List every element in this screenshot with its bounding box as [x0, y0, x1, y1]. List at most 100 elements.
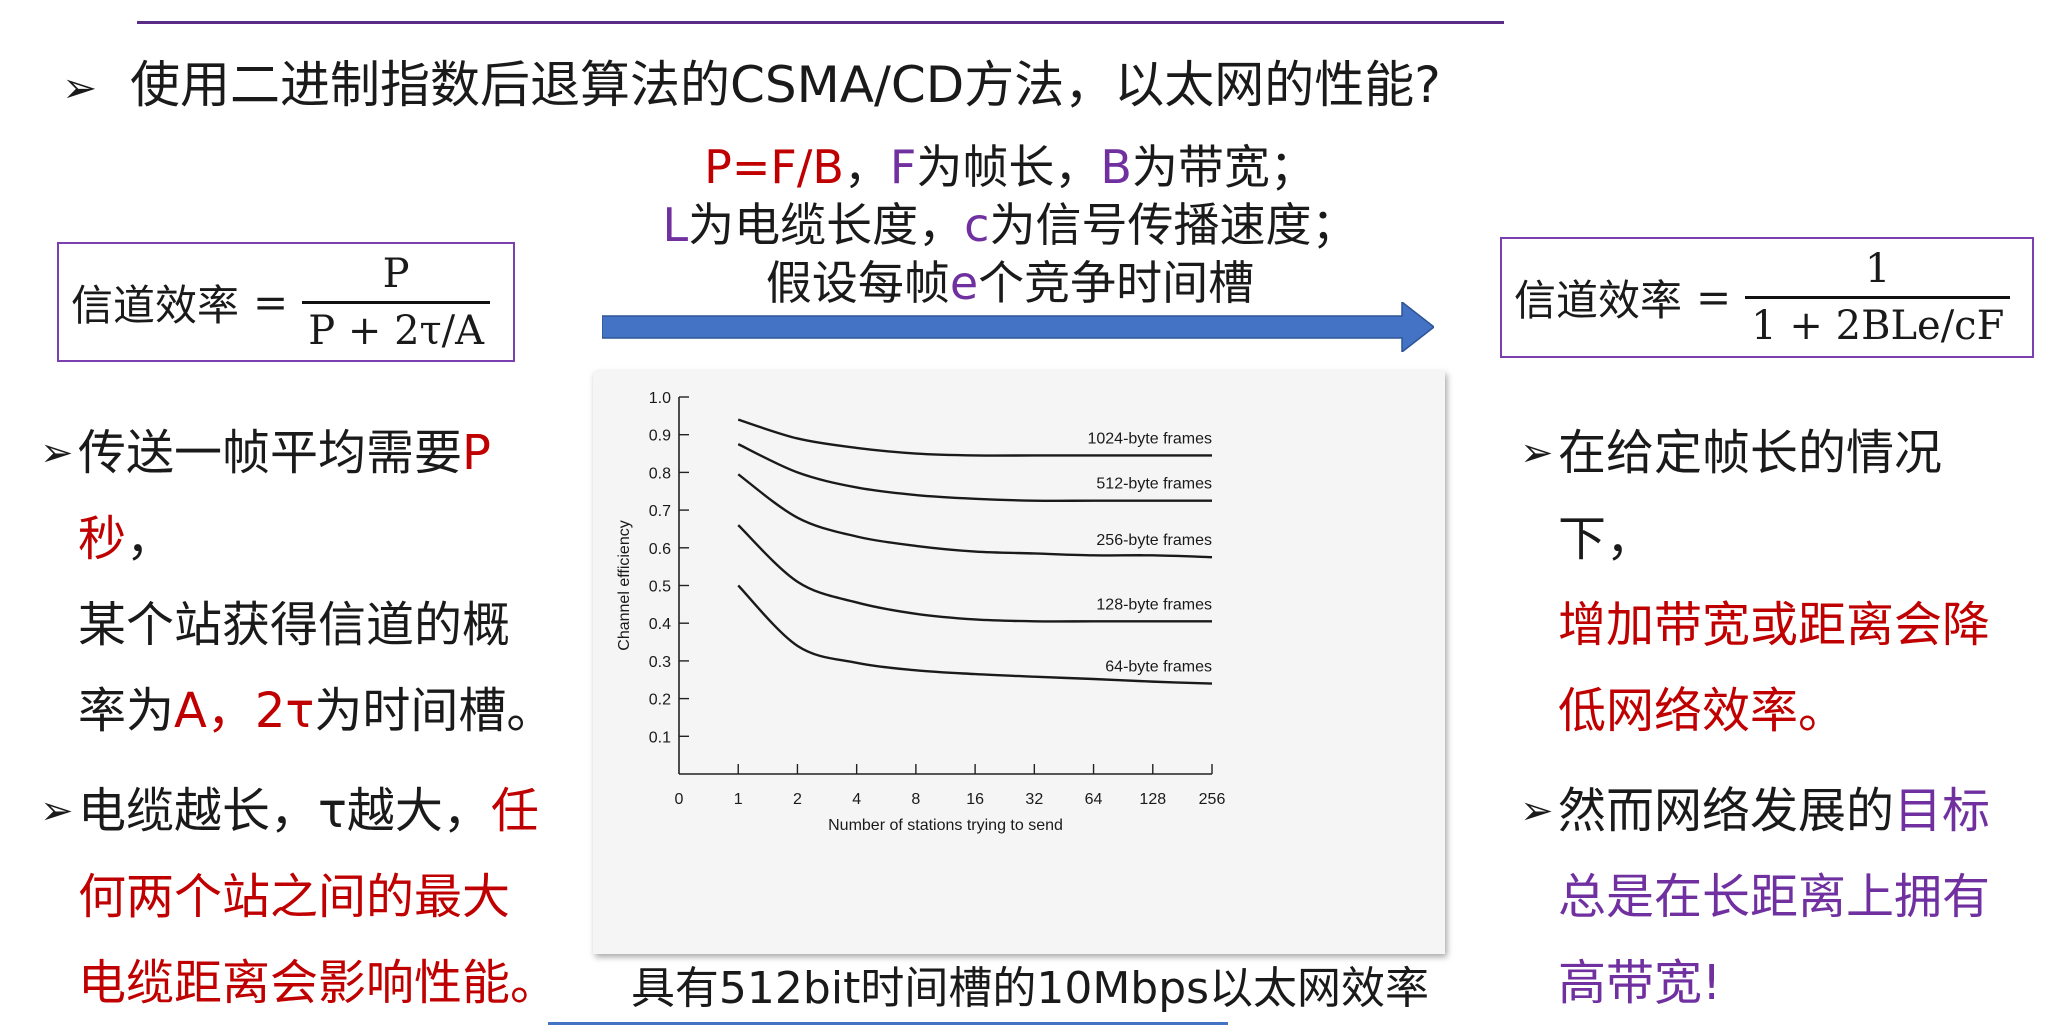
series-line-0	[737, 418, 1212, 457]
x-tick-label: 128	[1139, 791, 1166, 808]
series-label-1: 512-byte frames	[1096, 476, 1212, 493]
text-segment: ，	[206, 683, 255, 739]
x-tick-label: 256	[1199, 791, 1226, 808]
bullet-line: 高带宽!	[1558, 940, 2020, 1026]
title-text: 使用二进制指数后退算法的CSMA/CD方法，以太网的性能?	[130, 56, 1441, 114]
formula-left-equals: =	[253, 277, 289, 327]
text-segment: 电缆距离会影响性能。	[78, 955, 559, 1011]
text-segment: 总是在长距离上拥有	[1558, 869, 1991, 925]
formula-left-denominator: P + 2τ/A	[308, 307, 485, 354]
bottom-accent-line	[548, 1022, 1228, 1025]
x-axis-label: Number of stations trying to send	[828, 817, 1063, 834]
x-tick-label: 32	[1025, 791, 1043, 808]
right-arrow-icon	[602, 302, 1434, 352]
series-label-4: 64-byte frames	[1105, 659, 1212, 676]
right-bullet-list: ➢ 在给定帧长的情况下， 增加带宽或距离会降 低网络效率。 ➢ 然而网络发展的目标 总是在长…	[1520, 410, 2020, 1026]
bullet-item: ➢ 电缆越长，τ越大，任 何两个站之间的最大 电缆距离会影响性能。	[40, 768, 580, 1026]
slide-title: ➢ 使用二进制指数后退算法的CSMA/CD方法，以太网的性能?	[62, 50, 1441, 123]
text-segment: 增加带宽或距离会降	[1558, 597, 1991, 653]
formula-left-fraction-bar	[302, 300, 491, 304]
y-tick-label: 0.6	[649, 541, 671, 558]
text-segment: 率为	[78, 683, 175, 739]
bullet-arrow-icon: ➢	[40, 430, 74, 476]
text-segment: c	[964, 198, 990, 252]
text-segment: 个竞争时间槽	[978, 256, 1255, 310]
x-tick-label: 1	[734, 791, 743, 808]
x-tick-label: 64	[1085, 791, 1103, 808]
formula-right-fraction-bar	[1745, 296, 2011, 299]
series-label-2: 256-byte frames	[1096, 532, 1212, 549]
bullet-item: ➢ 然而网络发展的目标 总是在长距离上拥有 高带宽!	[1520, 768, 2020, 1026]
x-tick-label: 0	[675, 791, 684, 808]
text-segment: 为时间槽。	[314, 683, 555, 739]
text-segment: A	[174, 683, 207, 739]
center-definitions: P=F/B，F为帧长，B为带宽； L为电缆长度，c为信号传播速度； 假设每帧e个…	[620, 138, 1400, 312]
text-segment: 为帧长，	[916, 140, 1101, 194]
y-tick-label: 1.0	[649, 390, 671, 407]
y-tick-label: 0.3	[649, 654, 671, 671]
text-segment: ，	[843, 140, 890, 194]
bullet-line: 率为A，2τ为时间槽。	[78, 668, 580, 754]
formula-left-box: 信道效率 = P P + 2τ/A	[57, 242, 515, 362]
formula-right-lhs: 信道效率	[1514, 276, 1683, 325]
formula-right-equals: =	[1696, 273, 1732, 322]
x-tick-label: 2	[793, 791, 802, 808]
y-tick-label: 0.2	[649, 692, 671, 709]
bullet-line: 电缆距离会影响性能。	[78, 940, 580, 1026]
x-tick-label: 4	[852, 791, 861, 808]
text-segment: ，	[126, 511, 175, 567]
bullet-line: 何两个站之间的最大	[78, 854, 580, 940]
bullet-line: 低网络效率。	[1558, 668, 2020, 754]
bullet-line: 在给定帧长的情况下，	[1558, 410, 2020, 582]
formula-right-denominator: 1 + 2BLe/cF	[1751, 303, 2005, 349]
text-segment: L	[662, 198, 689, 252]
text-segment: 某个站获得信道的概	[78, 597, 511, 653]
left-bullet-list: ➢ 传送一帧平均需要P秒， 某个站获得信道的概 率为A，2τ为时间槽。 ➢ 电缆越长，τ越…	[40, 410, 580, 1026]
text-segment: B	[1100, 140, 1132, 194]
text-segment: 在给定帧长的情况下，	[1558, 425, 1943, 567]
text-segment: 电缆越长，τ越大，	[78, 783, 491, 839]
formula-right-numerator: 1	[1865, 246, 1891, 292]
text-segment: 假设每帧	[765, 256, 950, 310]
text-segment: P秒	[78, 425, 491, 567]
text-segment: 高带宽!	[1558, 955, 1722, 1011]
x-tick-label: 8	[911, 791, 920, 808]
text-segment: 然而网络发展的	[1558, 783, 1895, 839]
formula-left-lhs: 信道效率	[71, 280, 240, 330]
text-segment: 目标	[1894, 783, 1991, 839]
efficiency-chart: 0.1 0.2 0.3 0.4 0.5 0.6 0.7 0.8 0.9 1.0 0 1 2 4 8 16 32 6…	[593, 371, 1445, 954]
text-segment: 传送一帧平均需要	[78, 425, 463, 481]
y-tick-label: 0.8	[649, 465, 671, 482]
formula-right-fraction: 1 1 + 2BLe/cF	[1745, 246, 2011, 349]
y-tick-label: 0.7	[649, 503, 671, 520]
text-segment: e	[949, 256, 979, 310]
bullet-arrow-icon: ➢	[1520, 430, 1554, 476]
bullet-line: 增加带宽或距离会降	[1558, 582, 2020, 668]
title-bullet-icon: ➢	[62, 63, 98, 112]
efficiency-chart-svg: 0.1 0.2 0.3 0.4 0.5 0.6 0.7 0.8 0.9 1.0 0 1 2 4 8 16 32 6…	[616, 390, 1226, 834]
formula-left-numerator: P	[382, 250, 410, 297]
formula-right-box: 信道效率 = 1 1 + 2BLe/cF	[1500, 237, 2034, 358]
series-line-1	[737, 443, 1212, 503]
text-segment: F	[889, 140, 917, 194]
y-axis-label: Channel efficiency	[616, 520, 633, 650]
bullet-line: 电缆越长，τ越大，任	[78, 768, 580, 854]
text-segment: P=F/B	[704, 140, 844, 194]
y-tick-label: 0.5	[649, 579, 671, 596]
formula-left-fraction: P P + 2τ/A	[302, 250, 491, 354]
series-line-2	[737, 473, 1213, 559]
bullet-line: 某个站获得信道的概	[78, 582, 580, 668]
y-tick-label: 0.1	[649, 729, 671, 746]
text-segment: 为电缆长度，	[688, 198, 965, 252]
bullet-item: ➢ 传送一帧平均需要P秒， 某个站获得信道的概 率为A，2τ为时间槽。	[40, 410, 580, 754]
series-label-0: 1024-byte frames	[1087, 430, 1212, 447]
series-line-4	[737, 584, 1213, 685]
text-segment: 为信号传播速度；	[989, 198, 1358, 252]
text-segment: 为带宽；	[1131, 140, 1316, 194]
bullet-line: 然而网络发展的目标	[1558, 768, 2020, 854]
x-tick-label: 16	[966, 791, 984, 808]
center-line-2: L为电缆长度，c为信号传播速度；	[620, 196, 1400, 254]
bullet-line: 传送一帧平均需要P秒，	[78, 410, 580, 582]
text-segment: 低网络效率。	[1558, 683, 1847, 739]
text-segment: 2τ	[254, 683, 315, 739]
